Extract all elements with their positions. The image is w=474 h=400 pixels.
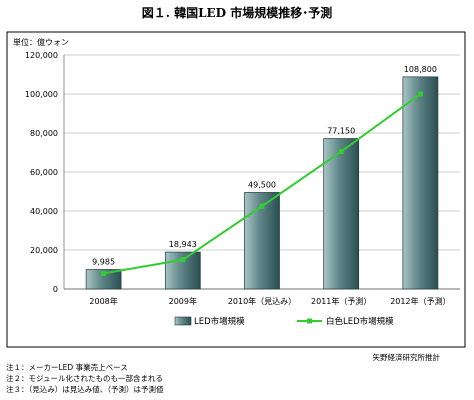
bar-value-label: 77,150	[327, 127, 355, 136]
y-tick-label: 60,000	[30, 168, 58, 177]
bar	[402, 76, 439, 290]
bar-value-label: 9,985	[92, 258, 115, 267]
y-tick-label: 0	[53, 285, 58, 294]
line-point	[101, 270, 107, 276]
y-tick-label: 120,000	[25, 51, 58, 60]
unit-label: 単位：億ウォン	[13, 37, 69, 47]
note-3: 注３：（見込み）は見込み値、（予測）は予測値	[6, 385, 164, 394]
y-tick-label: 80,000	[30, 129, 58, 138]
bar-value-label: 18,943	[169, 240, 197, 249]
line-point	[259, 203, 265, 209]
bar	[85, 269, 122, 290]
note-2: 注２：モジュール化されたものも一部含まれる	[6, 374, 163, 383]
legend-bar-swatch	[174, 316, 192, 326]
bar-value-label: 49,500	[248, 180, 276, 189]
notes-block: 注１：メーカーLED 事業売上ベース 注２：モジュール化されたものも一部含まれる…	[6, 362, 164, 395]
line-point	[417, 91, 423, 97]
y-tick-label: 20,000	[30, 246, 58, 255]
plot-frame	[6, 31, 466, 348]
note-1: 注１：メーカーLED 事業売上ベース	[6, 363, 128, 372]
legend-line-marker	[307, 318, 312, 324]
source-note: 矢野経済研究所推計	[372, 353, 441, 362]
x-tick-label: 2010年（見込み）	[228, 296, 296, 306]
x-tick-label: 2009年	[169, 296, 197, 306]
line-point	[338, 149, 344, 155]
y-tick-label: 40,000	[30, 207, 58, 216]
legend-line-label: 白色LED市場規模	[326, 316, 394, 327]
bar-value-label: 108,800	[404, 65, 437, 74]
bar	[323, 138, 360, 290]
x-tick-label: 2008年	[89, 296, 117, 306]
legend-bar-label: LED市場規模	[194, 316, 245, 327]
x-tick-label: 2012年（予測）	[390, 296, 450, 306]
chart-title: 図１. 韓国LED 市場規模推移･予測	[141, 6, 333, 20]
y-tick-label: 100,000	[25, 90, 58, 99]
line-point	[180, 257, 186, 263]
x-tick-label: 2011年（予測）	[311, 296, 371, 306]
bar	[164, 251, 201, 290]
